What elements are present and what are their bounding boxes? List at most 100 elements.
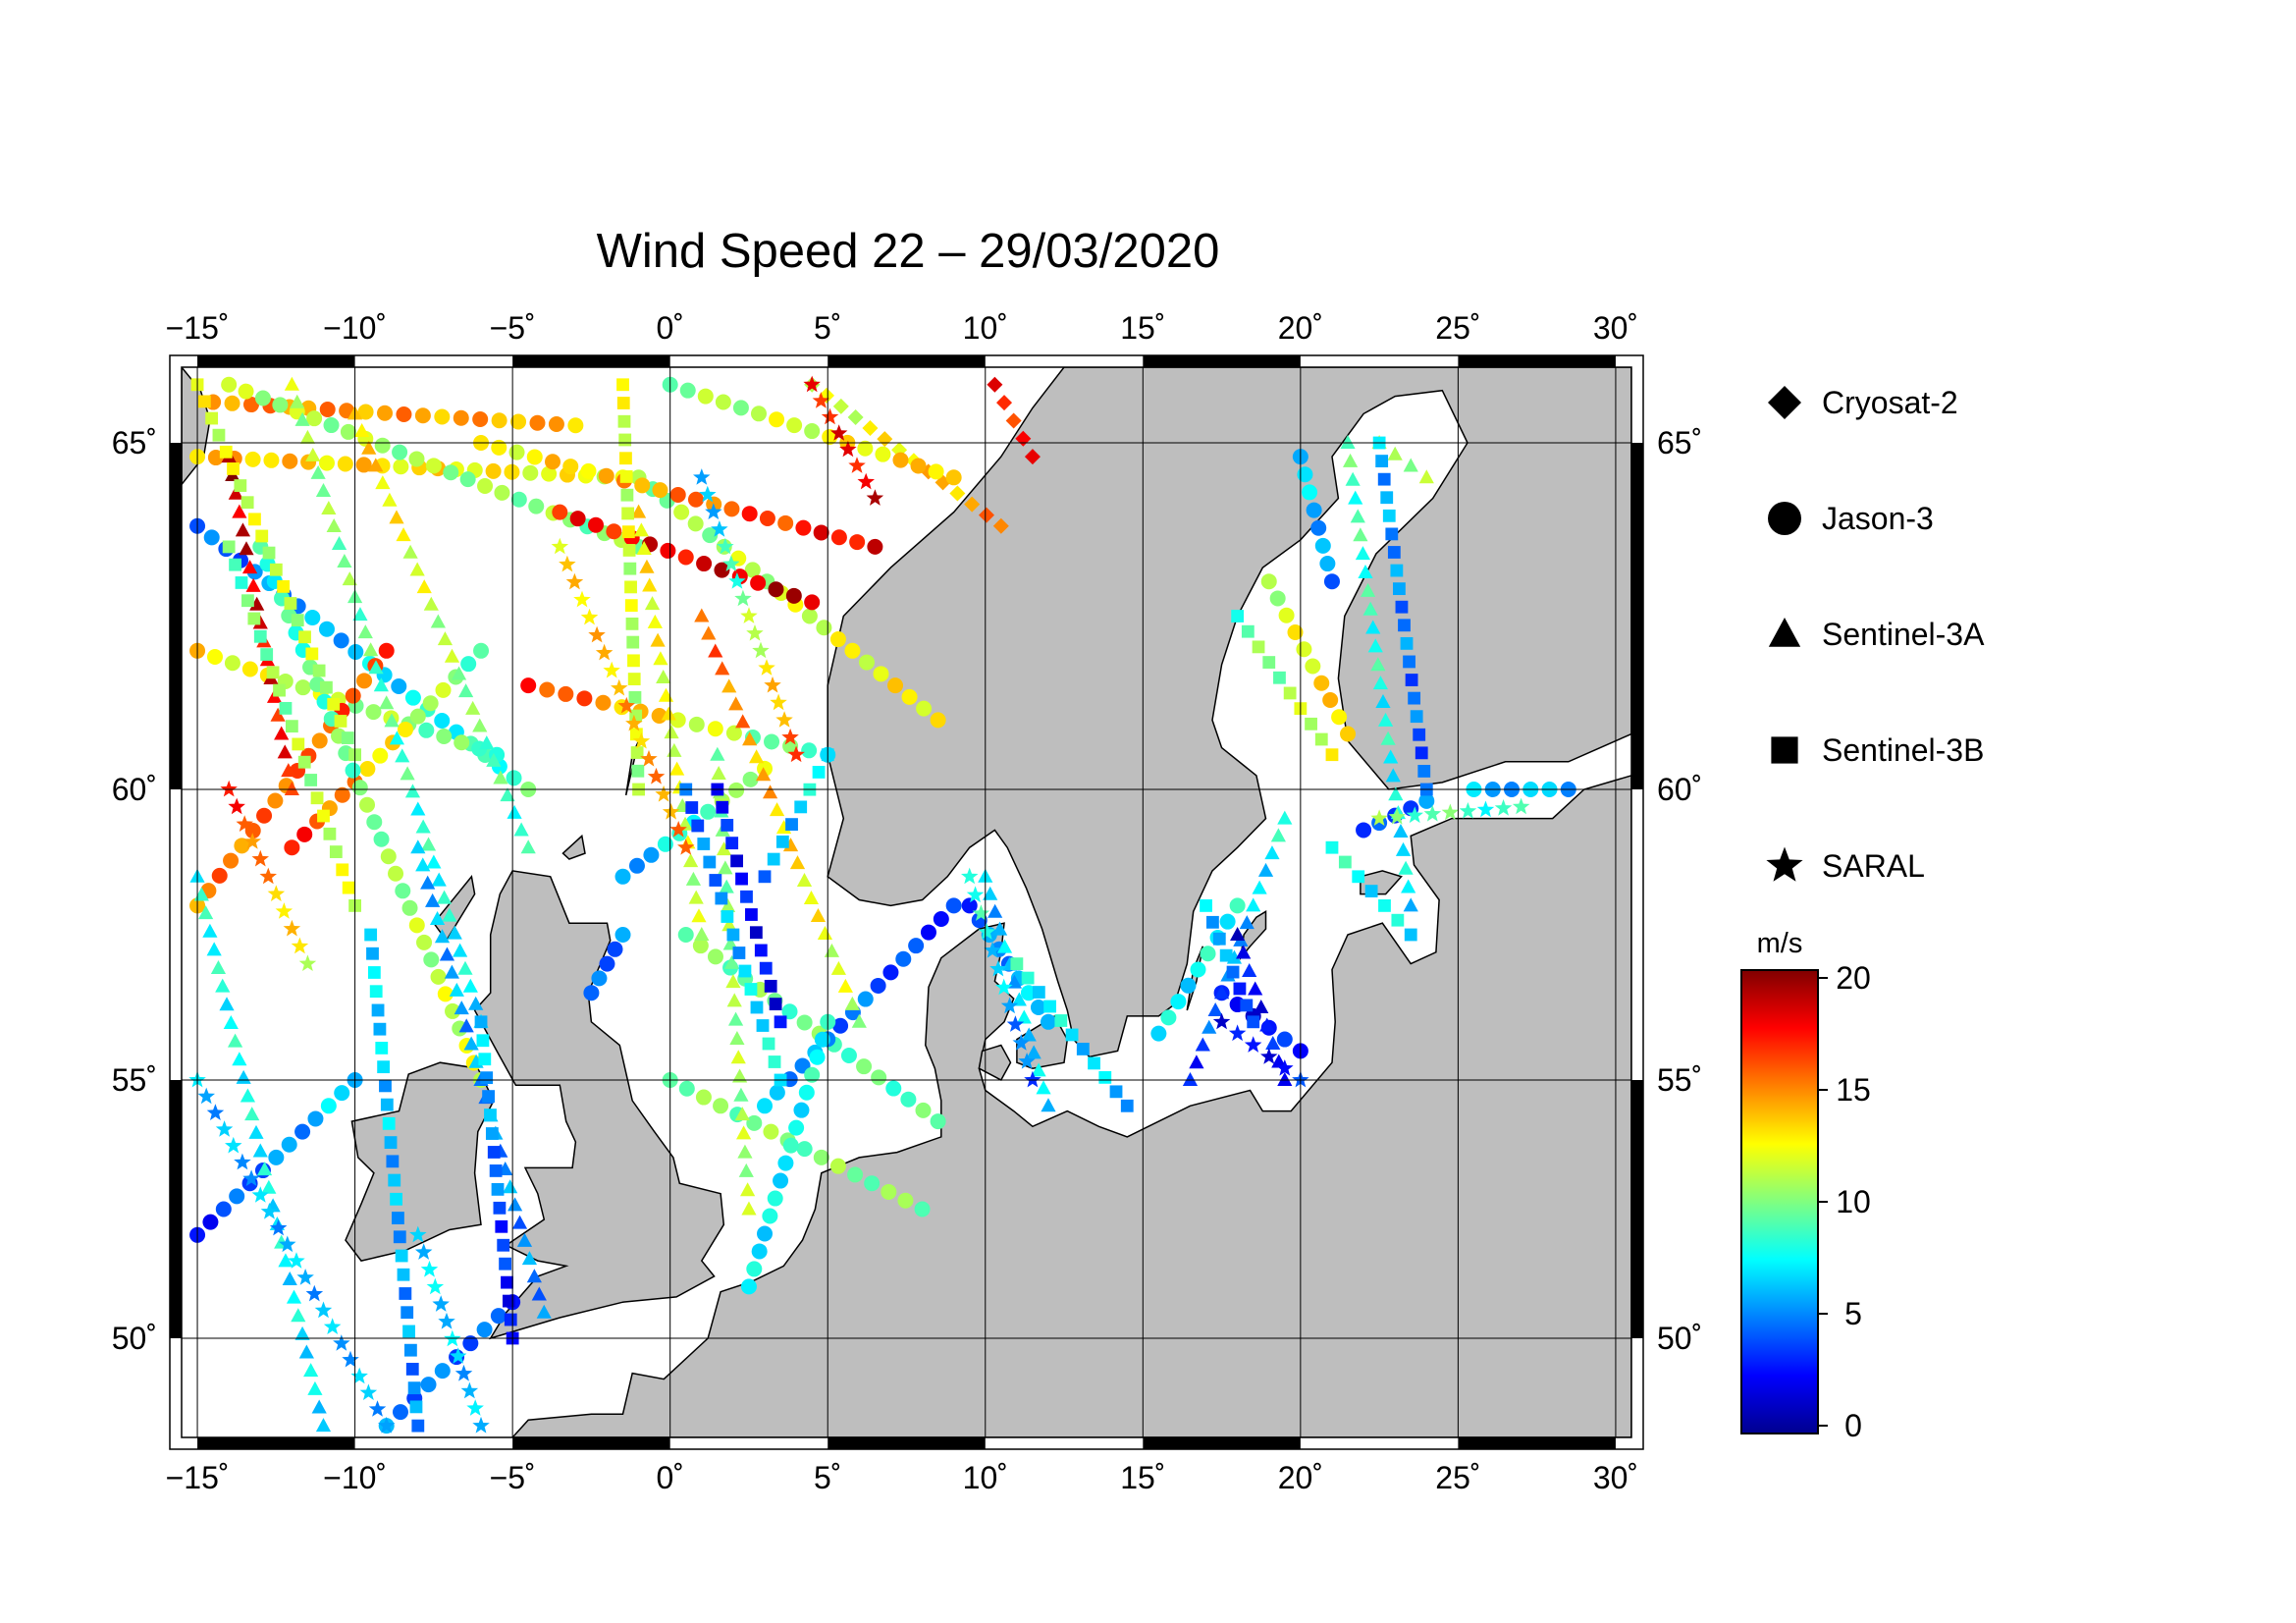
track-point xyxy=(485,462,502,479)
track-point xyxy=(261,1179,277,1194)
track-point xyxy=(764,979,777,993)
track-point xyxy=(1201,1019,1217,1034)
track-point xyxy=(749,926,763,940)
satellite-legend: Cryosat-2 Jason-3 Sentinel-3A Sentinel-3B SA… xyxy=(1766,385,1985,884)
track-point xyxy=(741,506,758,522)
track-point xyxy=(279,701,293,715)
track-point xyxy=(438,1312,455,1329)
track-point xyxy=(284,839,300,856)
track-point xyxy=(694,927,710,941)
satellite-tracks xyxy=(188,375,1576,1434)
track-point xyxy=(1010,957,1024,970)
track-point xyxy=(294,411,310,426)
track-point xyxy=(1219,948,1233,962)
track-point xyxy=(1403,458,1418,472)
track-point xyxy=(520,677,537,694)
track-point xyxy=(310,464,326,479)
track-point xyxy=(526,1269,542,1283)
track-point xyxy=(1276,1031,1293,1048)
track-point xyxy=(1054,1014,1068,1027)
track-point xyxy=(1043,1000,1056,1013)
track-point xyxy=(389,510,404,524)
track-point xyxy=(526,449,543,465)
track-point xyxy=(1248,981,1263,996)
track-point xyxy=(252,1143,268,1158)
track-point xyxy=(401,899,418,916)
track-point xyxy=(746,1114,763,1131)
track-point xyxy=(721,917,737,932)
track-point xyxy=(785,587,802,604)
track-point xyxy=(740,1278,757,1295)
track-point xyxy=(614,868,631,885)
track-point xyxy=(759,511,775,527)
track-point xyxy=(369,985,383,999)
track-point xyxy=(377,405,394,421)
track-point xyxy=(1088,1056,1100,1070)
track-point xyxy=(510,413,527,430)
track-point xyxy=(567,417,584,434)
track-point xyxy=(504,1313,517,1326)
track-point xyxy=(372,747,389,764)
track-point xyxy=(458,1018,474,1033)
track-point xyxy=(655,784,672,802)
track-point xyxy=(400,766,415,781)
track-point xyxy=(404,784,421,798)
track-point xyxy=(326,517,342,532)
track-point xyxy=(420,1377,437,1393)
track-point xyxy=(361,440,377,455)
track-point xyxy=(930,1113,946,1130)
track-point xyxy=(1345,471,1361,486)
track-point xyxy=(636,541,652,556)
track-point xyxy=(206,649,223,666)
track-point xyxy=(656,670,671,684)
track-point xyxy=(914,1201,931,1217)
track-point xyxy=(232,1052,247,1066)
track-point xyxy=(354,423,370,438)
track-point xyxy=(804,1066,821,1083)
track-point xyxy=(1040,1013,1056,1030)
track-point xyxy=(429,911,446,926)
track-point xyxy=(810,907,827,922)
track-point xyxy=(486,752,502,767)
track-point xyxy=(961,867,979,885)
lon-label-bottom: 15˚ xyxy=(1120,1460,1165,1495)
track-point xyxy=(1408,691,1421,705)
track-point xyxy=(508,444,525,460)
track-point xyxy=(415,857,431,872)
track-point xyxy=(691,908,707,923)
track-point xyxy=(352,607,368,622)
track-point xyxy=(1278,607,1295,623)
track-point xyxy=(284,376,299,391)
track-point xyxy=(1277,1072,1293,1086)
track-point xyxy=(719,879,734,893)
track-point xyxy=(386,1155,400,1168)
track-point xyxy=(405,1363,419,1376)
track-point xyxy=(409,708,426,725)
track-point xyxy=(491,412,507,429)
track-point xyxy=(1200,946,1216,962)
track-point xyxy=(408,451,425,467)
track-point xyxy=(751,1243,768,1260)
track-point xyxy=(1212,1012,1231,1030)
track-point xyxy=(465,700,481,715)
track-point xyxy=(219,997,235,1011)
frame-bar-right xyxy=(1631,1080,1643,1338)
track-point xyxy=(662,803,680,820)
track-point xyxy=(491,1182,505,1196)
track-point xyxy=(243,833,261,849)
track-point xyxy=(695,1089,712,1106)
track-point xyxy=(759,961,773,975)
frame-bar-left xyxy=(170,443,182,789)
track-point xyxy=(627,673,641,685)
track-point xyxy=(734,589,752,607)
track-point xyxy=(393,1230,406,1244)
track-point xyxy=(871,1069,887,1086)
track-point xyxy=(270,707,286,722)
track-point xyxy=(288,1252,305,1269)
track-point xyxy=(477,477,494,494)
track-point xyxy=(491,439,507,456)
track-point xyxy=(945,897,962,914)
axis-labels: −15˚ −15˚ −10˚ −10˚ −5˚ −5˚ 0˚ 0˚ 5˚ 5˚ 10˚ 10˚ 15˚ 1… xyxy=(112,310,1703,1495)
track-point xyxy=(715,661,730,676)
track-point xyxy=(460,1381,479,1399)
